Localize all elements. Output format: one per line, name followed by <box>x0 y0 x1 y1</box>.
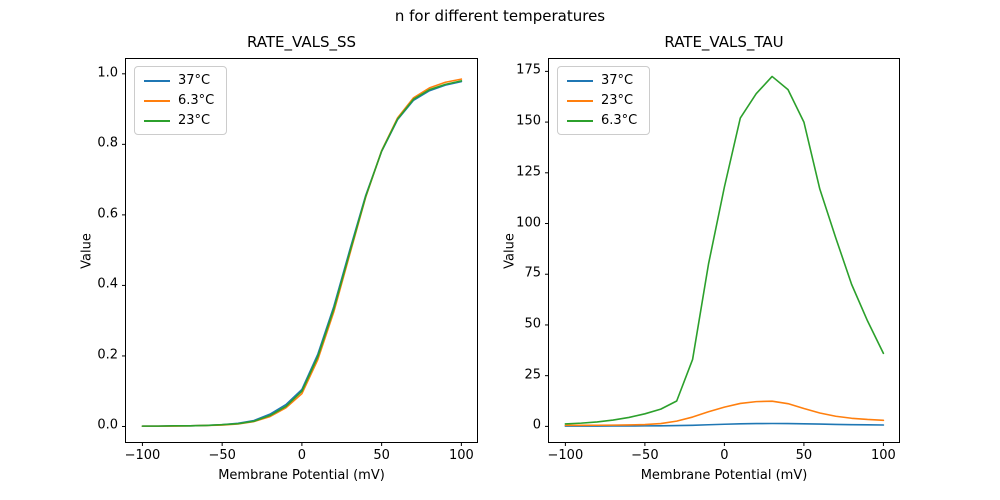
axes-rate-vals-tau: −100 −50 0 50 100 0 25 50 75 100 125 150 175 RATE_VAL… <box>503 33 900 483</box>
legend-label: 23°C <box>601 93 634 108</box>
legend-line-swatch <box>144 99 170 102</box>
legend-line-swatch <box>144 79 170 82</box>
legend-line-swatch <box>567 119 593 122</box>
legend-line-swatch <box>567 99 593 102</box>
legend-line-swatch <box>567 79 593 82</box>
legend-entry: 6.3°C <box>567 113 637 128</box>
x-axis-label: Membrane Potential (mV) <box>218 468 385 483</box>
x-tick-label: −100 <box>124 448 161 463</box>
y-tick-label: 175 <box>516 62 541 78</box>
plot-area <box>545 70 885 446</box>
x-axis-label: Membrane Potential (mV) <box>640 468 808 483</box>
legend-label: 6.3°C <box>178 93 215 108</box>
y-tick-label: 75 <box>524 265 541 281</box>
y-tick-label: 0.6 <box>97 206 118 222</box>
y-tick-label: 125 <box>516 164 541 180</box>
y-tick-label: 0.8 <box>97 135 118 151</box>
x-tick-label: 100 <box>448 448 474 463</box>
axes-rate-vals-ss: −100 −50 0 50 100 0.0 0.2 0.4 0.6 0.8 1.0 RATE_VALS… <box>80 33 478 483</box>
y-tick-label: 0.4 <box>97 276 118 292</box>
y-tick-label: 0 <box>532 417 541 433</box>
legend-label: 6.3°C <box>601 113 638 128</box>
x-tick-label: −100 <box>547 448 584 463</box>
legend-entry: 23°C <box>567 93 637 108</box>
legend-label: 37°C <box>601 73 634 88</box>
series-line-0 <box>564 422 885 427</box>
axes-title: RATE_VALS_TAU <box>664 33 784 51</box>
legend-line-swatch <box>144 119 170 122</box>
legend-entry: 6.3°C <box>144 93 214 108</box>
y-tick-label: 1.0 <box>97 65 118 81</box>
series-line-2 <box>564 75 885 425</box>
y-axis-label: Value <box>502 232 518 269</box>
y-tick-label: 25 <box>524 367 541 383</box>
x-tick-label: 100 <box>870 448 896 463</box>
x-tick-label: 50 <box>373 448 390 463</box>
legend-label: 37°C <box>178 73 211 88</box>
series-line-1 <box>564 400 885 427</box>
x-tick-label: 0 <box>297 448 307 463</box>
y-tick-label: 100 <box>516 215 541 231</box>
legend-entry: 37°C <box>567 73 637 88</box>
y-tick-label: 0.0 <box>97 418 118 433</box>
legend-entry: 37°C <box>144 73 214 88</box>
y-axis-label: Value <box>79 232 95 269</box>
y-tick-label: 150 <box>516 113 541 129</box>
plot-area <box>122 73 463 446</box>
legend: 37°C 23°C 6.3°C <box>557 66 651 135</box>
x-tick-label: −50 <box>208 448 236 463</box>
x-tick-label: −50 <box>631 448 659 463</box>
legend: 37°C 6.3°C 23°C <box>134 66 228 135</box>
y-tick-label: 50 <box>524 316 541 332</box>
legend-label: 23°C <box>178 113 211 128</box>
series-line-2 <box>141 80 463 427</box>
legend-entry: 23°C <box>144 113 214 128</box>
x-tick-label: 50 <box>795 448 813 463</box>
figure-title: n for different temperatures <box>394 7 606 25</box>
axes-title: RATE_VALS_SS <box>246 33 357 51</box>
y-tick-label: 0.2 <box>97 347 118 363</box>
x-tick-label: 0 <box>720 448 729 463</box>
